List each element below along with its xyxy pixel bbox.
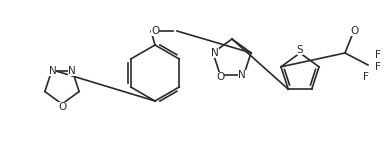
Text: F: F — [363, 72, 369, 82]
Text: N: N — [68, 66, 75, 76]
Text: N: N — [211, 48, 219, 58]
Text: O: O — [216, 72, 224, 82]
Text: S: S — [297, 45, 303, 55]
Text: N: N — [49, 66, 56, 76]
Text: F: F — [375, 62, 381, 72]
Text: O: O — [151, 26, 159, 36]
Text: O: O — [58, 102, 66, 112]
Text: N: N — [238, 70, 245, 80]
Text: F: F — [375, 50, 381, 60]
Text: O: O — [351, 26, 359, 36]
